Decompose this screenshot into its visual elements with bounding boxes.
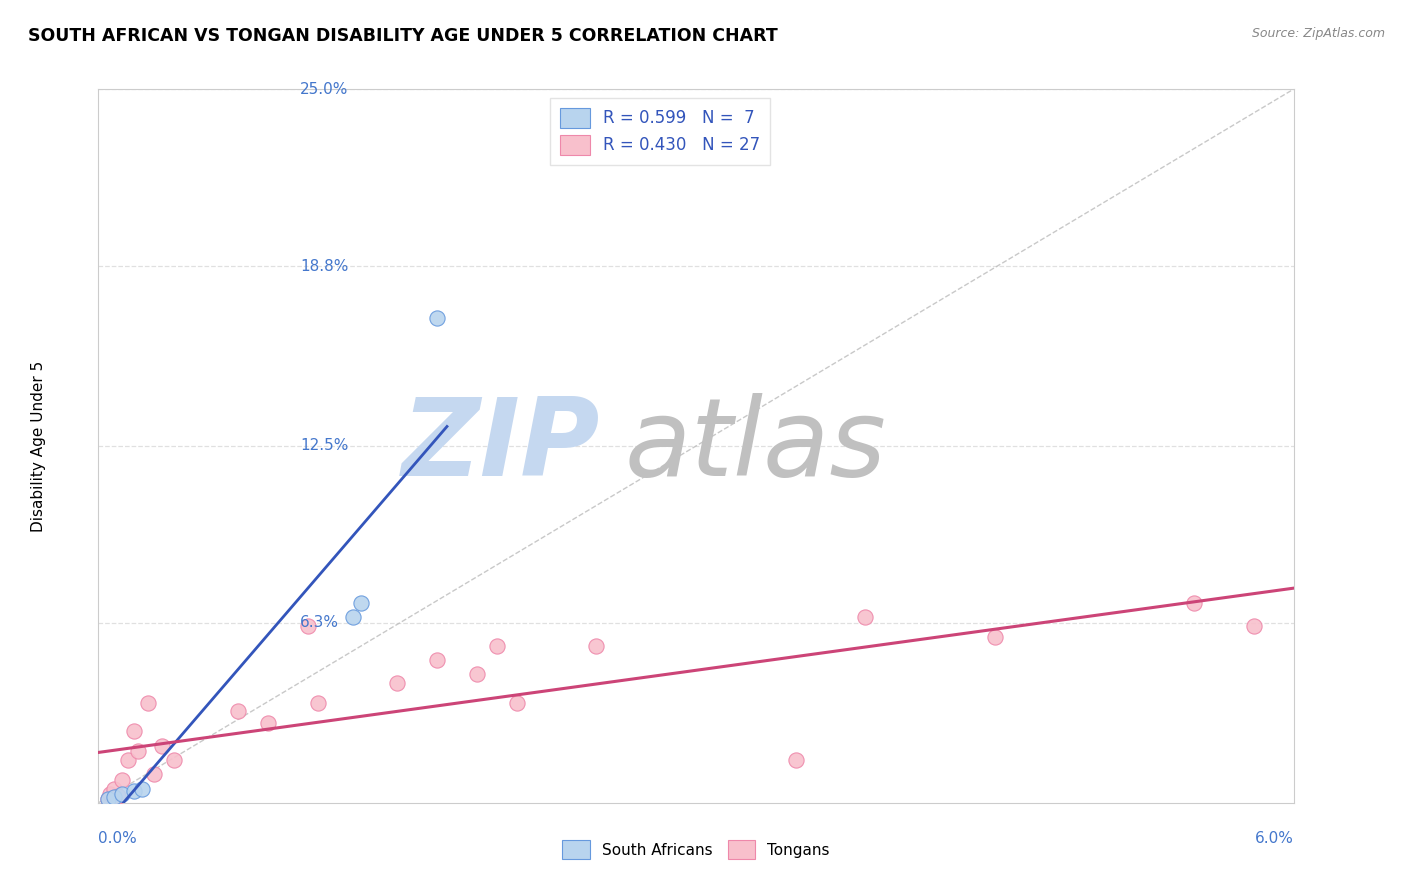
Point	[350, 596, 373, 610]
Text: Source: ZipAtlas.com: Source: ZipAtlas.com	[1251, 27, 1385, 40]
Legend: South Africans, Tongans: South Africans, Tongans	[554, 832, 838, 866]
Text: 12.5%: 12.5%	[299, 439, 349, 453]
Text: 0.0%: 0.0%	[98, 831, 138, 847]
Text: Disability Age Under 5: Disability Age Under 5	[31, 360, 46, 532]
Point	[136, 696, 159, 710]
Point	[98, 787, 122, 801]
Point	[307, 696, 329, 710]
Text: 25.0%: 25.0%	[299, 82, 349, 96]
Text: 18.8%: 18.8%	[299, 259, 349, 274]
Text: 6.0%: 6.0%	[1254, 831, 1294, 847]
Point	[117, 753, 139, 767]
Text: atlas: atlas	[624, 393, 886, 499]
Point	[103, 781, 125, 796]
Point	[785, 753, 807, 767]
Point	[131, 781, 153, 796]
Point	[111, 772, 134, 787]
Point	[150, 739, 173, 753]
Point	[226, 705, 249, 719]
Point	[853, 610, 876, 624]
Point	[342, 610, 364, 624]
Point	[124, 784, 146, 798]
Text: 6.3%: 6.3%	[299, 615, 339, 631]
Point	[97, 791, 120, 805]
Point	[124, 724, 146, 739]
Point	[1243, 619, 1265, 633]
Text: ZIP: ZIP	[402, 393, 600, 499]
Text: SOUTH AFRICAN VS TONGAN DISABILITY AGE UNDER 5 CORRELATION CHART: SOUTH AFRICAN VS TONGAN DISABILITY AGE U…	[28, 27, 778, 45]
Point	[385, 676, 409, 690]
Point	[426, 653, 449, 667]
Point	[111, 787, 134, 801]
Point	[143, 767, 166, 781]
Point	[1182, 596, 1205, 610]
Point	[506, 696, 529, 710]
Point	[297, 619, 319, 633]
Point	[426, 310, 449, 325]
Point	[983, 630, 1005, 644]
Point	[107, 789, 129, 803]
Point	[127, 744, 149, 758]
Point	[485, 639, 508, 653]
Point	[256, 715, 278, 730]
Point	[103, 790, 125, 805]
Point	[97, 791, 120, 805]
Point	[465, 667, 488, 681]
Point	[163, 753, 186, 767]
Point	[585, 639, 607, 653]
